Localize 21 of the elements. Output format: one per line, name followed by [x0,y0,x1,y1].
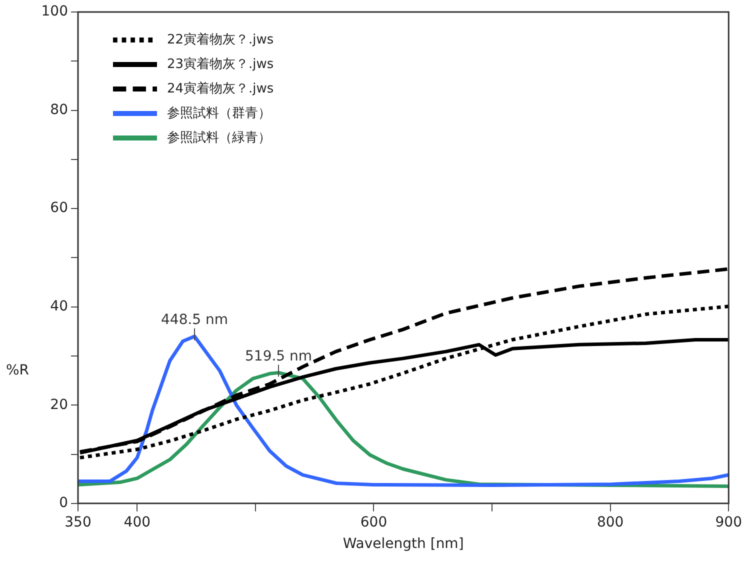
line-series [78,304,729,460]
y-tick-label: 40 [50,298,68,314]
legend-label: 参照試料（緑青） [167,130,271,146]
y-tick-label: 20 [50,396,68,413]
legend-label: 22寅着物灰？.jws [167,31,274,48]
annotation: 519.5 nm [244,348,312,364]
y-axis-title: %R [6,362,30,378]
legend-label: 23寅着物灰？.jws [167,56,274,72]
x-tick-label: 800 [596,514,624,530]
legend-label: 参照試料（群青） [167,106,271,121]
y-tick-label: 0 [59,495,68,512]
y-tick-label: 80 [50,102,68,118]
annotation: 448.5 nm [161,312,228,328]
legend-label: 24寅着物灰？.jws [167,80,274,96]
x-tick-label: 600 [360,514,388,530]
x-axis-title: Wavelength [nm] [342,536,464,552]
x-tick-label: 900 [715,514,742,530]
y-tick-label: 60 [50,200,68,216]
x-tick-label: 400 [124,514,151,530]
x-tick-label: 350 [64,514,92,530]
y-tick-label: 100 [41,4,68,20]
